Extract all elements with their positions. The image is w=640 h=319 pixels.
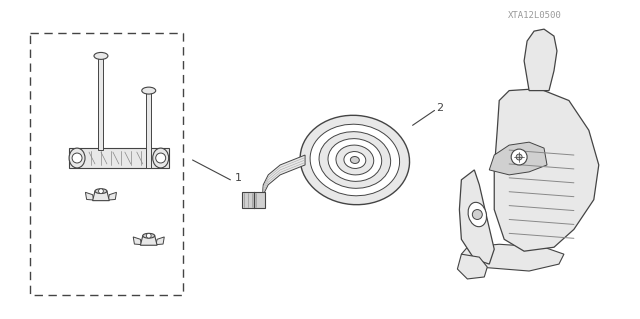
Polygon shape	[460, 170, 494, 264]
Circle shape	[472, 210, 483, 219]
Ellipse shape	[300, 115, 410, 205]
Polygon shape	[243, 192, 265, 208]
Polygon shape	[69, 148, 169, 168]
Ellipse shape	[350, 157, 359, 163]
Ellipse shape	[94, 52, 108, 59]
Polygon shape	[156, 237, 164, 245]
Polygon shape	[99, 58, 104, 150]
Circle shape	[156, 153, 166, 163]
Polygon shape	[108, 192, 116, 200]
Ellipse shape	[336, 145, 374, 175]
Ellipse shape	[143, 234, 155, 238]
Polygon shape	[140, 236, 157, 245]
Text: 1: 1	[234, 173, 241, 183]
Circle shape	[72, 153, 82, 163]
Polygon shape	[85, 192, 94, 200]
Polygon shape	[133, 237, 141, 245]
Text: XTA12L0500: XTA12L0500	[508, 11, 562, 20]
Ellipse shape	[310, 124, 399, 196]
Ellipse shape	[95, 189, 107, 194]
Circle shape	[516, 154, 522, 160]
Ellipse shape	[344, 152, 366, 168]
Circle shape	[511, 149, 527, 165]
Ellipse shape	[468, 202, 486, 227]
Polygon shape	[461, 244, 564, 271]
Ellipse shape	[328, 139, 381, 182]
Polygon shape	[494, 89, 599, 251]
Polygon shape	[262, 155, 305, 204]
Ellipse shape	[142, 87, 156, 94]
Text: 2: 2	[436, 103, 444, 114]
Polygon shape	[524, 29, 557, 91]
Polygon shape	[93, 191, 109, 201]
Ellipse shape	[153, 148, 169, 168]
Polygon shape	[458, 254, 487, 279]
Ellipse shape	[319, 132, 390, 188]
Polygon shape	[147, 93, 151, 168]
Ellipse shape	[69, 148, 85, 168]
Polygon shape	[489, 142, 547, 175]
Circle shape	[147, 234, 151, 238]
Circle shape	[99, 189, 103, 194]
